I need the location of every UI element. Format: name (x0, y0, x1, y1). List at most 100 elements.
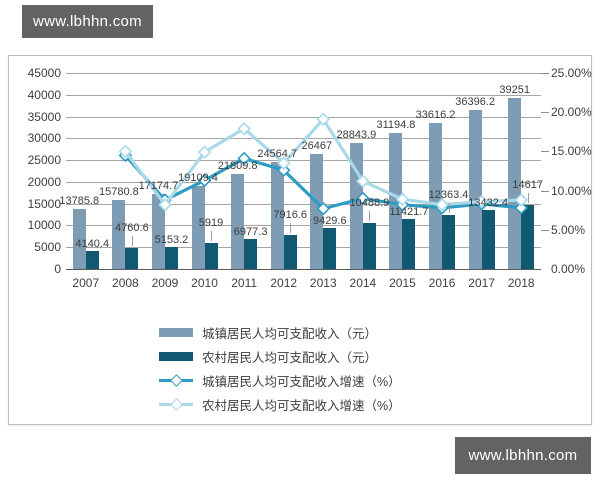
bar-label-rural: 4140.4 (75, 237, 110, 250)
bar-label-urban: 24564.7 (257, 148, 298, 160)
watermark-text: www.lbhhn.com (468, 447, 578, 464)
gridline (66, 247, 541, 249)
bar-rural-income (362, 223, 376, 269)
bar-rural-income (521, 205, 535, 269)
y-axis-left-tick-label: 40000 (27, 87, 61, 102)
x-axis-year-label: 2014 (349, 276, 377, 290)
right-axis-tick (541, 112, 549, 114)
right-axis-tick (541, 229, 549, 231)
watermark-bottom-right: www.lbhhn.com (455, 437, 591, 474)
label-leader-line (527, 193, 529, 204)
legend-line-swatch (159, 398, 193, 411)
x-axis-line (66, 269, 541, 270)
legend-item: 城镇居民人均可支配收入（元） (159, 324, 401, 341)
legend-item: 农村居民人均可支配收入增速（%） (159, 396, 401, 413)
legend-diamond-marker (170, 374, 183, 387)
bar-label-rural: 11421.7 (389, 206, 429, 219)
bar-urban-income (231, 174, 245, 269)
bar-rural-income (204, 243, 218, 269)
legend-item-label: 城镇居民人均可支配收入（元） (202, 327, 378, 341)
label-leader-line (211, 231, 213, 242)
bar-label-urban: 15780.8 (98, 186, 139, 199)
bar-rural-income (125, 248, 139, 269)
bar-urban-income (468, 110, 482, 269)
right-axis-tick (541, 151, 549, 153)
bar-rural-income (164, 246, 178, 269)
bar-label-rural: 12363.4 (428, 189, 469, 202)
chart-legend: 城镇居民人均可支配收入（元） 农村居民人均可支配收入（元） 城镇居民人均可支配收入增… (159, 324, 401, 413)
x-axis-year-label: 2015 (389, 276, 416, 290)
diamond-marker (316, 112, 331, 127)
bar-label-urban: 17174.7 (138, 180, 179, 193)
bar-rural-income (323, 227, 337, 269)
bar-rural-income (442, 215, 456, 269)
legend-bar-swatch (159, 328, 193, 337)
y-axis-right-tick-label: 0.00% (551, 262, 586, 276)
bar-label-rural: 4760.6 (115, 222, 149, 235)
y-axis-left-tick-label: 15000 (27, 196, 61, 211)
bar-label-urban: 33616.2 (415, 108, 456, 121)
legend-item-label: 农村居民人均可支配收入（元） (202, 351, 378, 365)
y-axis-left-tick-label: 20000 (27, 174, 61, 189)
legend-diamond-marker (170, 398, 183, 411)
y-axis-right-tick-label: 10.00% (551, 183, 592, 198)
bar-label-urban: 31194.8 (376, 119, 416, 132)
bar-label-urban: 39251 (499, 84, 530, 97)
label-leader-line (131, 236, 133, 247)
x-axis-year-label: 2010 (191, 276, 218, 290)
legend-line-swatch (159, 374, 193, 387)
y-axis-left-tick-label: 35000 (27, 109, 61, 124)
right-axis-tick (541, 190, 549, 192)
x-axis-year-label: 2009 (151, 276, 179, 290)
bar-label-urban: 19109.4 (178, 171, 218, 184)
diamond-marker (237, 121, 251, 136)
diamond-marker (197, 145, 212, 159)
watermark-top-left: www.lbhhn.com (22, 5, 153, 38)
bar-label-rural: 5153.2 (154, 233, 189, 246)
y-axis-left-tick-label: 25000 (27, 153, 61, 168)
bar-label-rural: 5919 (198, 217, 224, 230)
legend-item-label: 农村居民人均可支配收入增速（%） (202, 399, 401, 413)
gridline (66, 116, 541, 118)
bar-urban-income (151, 194, 165, 269)
y-axis-right-tick-label: 20.00% (551, 105, 592, 120)
legend-bar-swatch (159, 352, 193, 361)
legend-item-label: 城镇居民人均可支配收入增速（%） (202, 375, 401, 389)
y-axis-left-tick-label: 30000 (27, 131, 61, 146)
y-axis-left-tick-label: 45000 (27, 66, 61, 80)
bar-rural-income (85, 250, 99, 269)
label-leader-line (448, 203, 450, 214)
y-axis-right-tick-label: 15.00% (551, 144, 592, 159)
gridline (66, 94, 541, 96)
bar-label-rural: 14617 (512, 179, 543, 192)
bar-label-urban: 21809.8 (217, 160, 258, 172)
y-axis-left-tick-label: 10000 (27, 218, 61, 233)
y-axis-right-tick-label: 25.00% (551, 66, 592, 80)
x-axis-year-label: 2008 (112, 276, 139, 290)
watermark-text: www.lbhhn.com (33, 13, 142, 30)
bar-urban-income (72, 208, 86, 269)
bar-label-rural: 7916.6 (273, 208, 308, 221)
bar-rural-income (244, 238, 258, 269)
bar-urban-income (389, 133, 403, 269)
chart-frame: 13785.8 15780.8 17174.7 19109.4 21809.8 24564… (8, 55, 592, 425)
bar-rural-income (283, 234, 297, 269)
y-axis-left-tick-label: 0 (54, 262, 61, 276)
bar-label-urban: 28843.9 (336, 129, 377, 142)
legend-item: 农村居民人均可支配收入（元） (159, 348, 401, 365)
bar-label-urban: 13785.8 (59, 194, 100, 207)
y-axis-right-tick-label: 5.00% (551, 222, 586, 237)
x-axis-year-label: 2017 (468, 276, 495, 290)
gridline (66, 225, 541, 227)
bar-label-rural: 6977.3 (233, 225, 268, 238)
label-leader-line (369, 211, 371, 222)
legend-item: 城镇居民人均可支配收入增速（%） (159, 372, 401, 389)
diamond-marker (118, 144, 133, 159)
bar-urban-income (310, 153, 324, 269)
bar-label-rural: 10488.9 (349, 197, 390, 210)
right-axis-tick (541, 73, 549, 74)
x-axis-year-label: 2018 (507, 276, 535, 290)
bar-label-urban: 36396.2 (455, 96, 496, 109)
gridline (66, 73, 541, 74)
bar-label-urban: 26467 (301, 139, 333, 152)
